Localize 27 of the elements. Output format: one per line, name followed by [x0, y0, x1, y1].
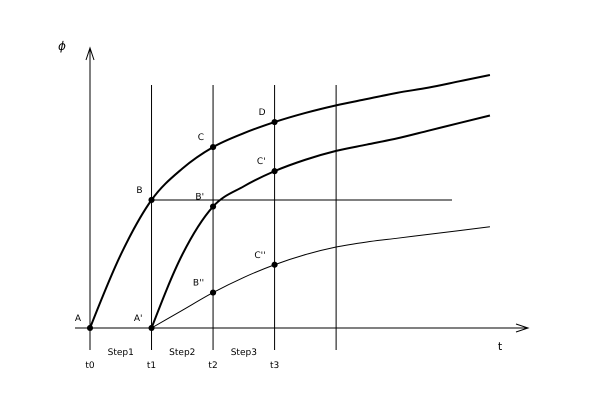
point: [271, 262, 278, 268]
point: [210, 144, 216, 150]
x-axis-title: t: [498, 340, 503, 353]
y-axis-title: ϕ: [58, 39, 66, 53]
annotation: B'': [192, 278, 204, 289]
point: [210, 203, 216, 210]
x-tick-label: t3: [270, 361, 280, 371]
text: Step1: [108, 348, 134, 358]
point: [271, 168, 278, 174]
point: [210, 289, 216, 296]
point: [148, 196, 155, 204]
x-tick-label: t0: [85, 361, 95, 371]
text: Step2: [169, 348, 196, 358]
annotation: B: [136, 186, 143, 196]
point: [148, 324, 155, 332]
point: [86, 324, 94, 332]
point: [271, 118, 278, 126]
annotation: B': [195, 192, 204, 203]
annotation: C: [198, 133, 204, 144]
x-tick-label: t2: [208, 361, 218, 371]
annotation: C'': [254, 250, 266, 261]
annotation: A': [134, 314, 143, 324]
annotation: A: [74, 314, 82, 324]
annotation: C': [256, 157, 266, 168]
text: Step3: [230, 348, 257, 358]
x-tick-label: t1: [146, 361, 156, 371]
annotation: D: [258, 108, 266, 118]
